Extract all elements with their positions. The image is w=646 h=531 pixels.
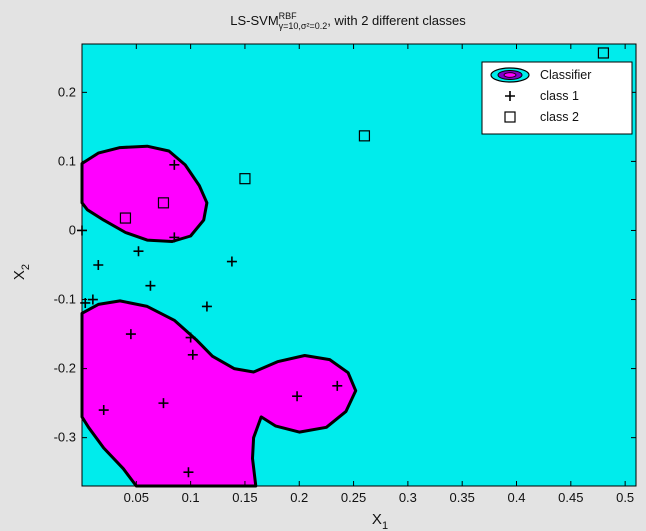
- classifier-region-2: [80, 299, 358, 488]
- class-2-point: [157, 197, 170, 209]
- y-tick-label: -0.3: [54, 430, 76, 445]
- y-tick-label: 0.1: [58, 153, 76, 168]
- class-1-point: [332, 380, 343, 391]
- class-1-point: [187, 349, 198, 360]
- chart-title: LS-SVMRBF γ=10,σ²=0.2, with 2 different c…: [230, 11, 466, 31]
- legend-plus-marker: [505, 91, 515, 101]
- class-1-point: [183, 467, 194, 478]
- legend-label-class-1: class 1: [540, 89, 579, 103]
- y-tick-label: 0: [69, 222, 76, 237]
- x-tick-label: 0.5: [616, 490, 634, 505]
- class-2-point: [119, 212, 132, 224]
- classifier-region-1: [80, 144, 209, 243]
- class-1-point: [185, 332, 196, 343]
- class-1-point: [158, 398, 169, 409]
- legend-label-Classifier: Classifier: [540, 68, 591, 82]
- class-1-point: [145, 280, 156, 291]
- classifier-regions: [80, 144, 358, 488]
- class-1-point: [133, 246, 144, 257]
- y-axis-label: X2: [11, 264, 32, 280]
- class-2-point: [597, 47, 610, 59]
- x-tick-label: 0.15: [232, 490, 257, 505]
- x-tick-label: 0.3: [399, 490, 417, 505]
- class-1-point: [169, 232, 180, 243]
- class-1-point: [93, 260, 104, 270]
- class-1-point: [125, 329, 136, 340]
- class-1-point: [87, 294, 98, 305]
- y-tick-label: -0.1: [54, 292, 76, 307]
- axis-ticks: 0.05 0.1 0.15 0.2 0.25 0.3 0.35 0.4 0.45 0.5 0.2 0.…: [54, 44, 636, 505]
- legend-classifier-swatch-inner: [503, 72, 517, 78]
- class-2-point: [358, 130, 371, 142]
- x-tick-label: 0.2: [290, 490, 308, 505]
- class-1-point: [292, 391, 303, 402]
- class-2-point: [239, 173, 251, 185]
- class-1-point: [226, 256, 237, 267]
- class-1-point: [169, 159, 180, 170]
- x-tick-label: 0.4: [507, 490, 525, 505]
- x-tick-label: 0.25: [341, 490, 366, 505]
- class-1-point: [201, 301, 212, 312]
- legend-label-class-2: class 2: [540, 110, 579, 124]
- x-axis-label: X1: [372, 511, 388, 531]
- x-tick-label: 0.05: [124, 490, 149, 505]
- class-1-point: [98, 405, 109, 416]
- x-tick-label: 0.1: [182, 490, 200, 505]
- legend-square-marker: [504, 111, 516, 123]
- legend: Classifier class 1 class 2: [481, 61, 633, 135]
- x-tick-label: 0.45: [558, 490, 583, 505]
- x-tick-label: 0.35: [450, 490, 475, 505]
- y-tick-label: -0.2: [54, 361, 76, 376]
- plot-frame: [81, 43, 637, 487]
- y-tick-label: 0.2: [58, 84, 76, 99]
